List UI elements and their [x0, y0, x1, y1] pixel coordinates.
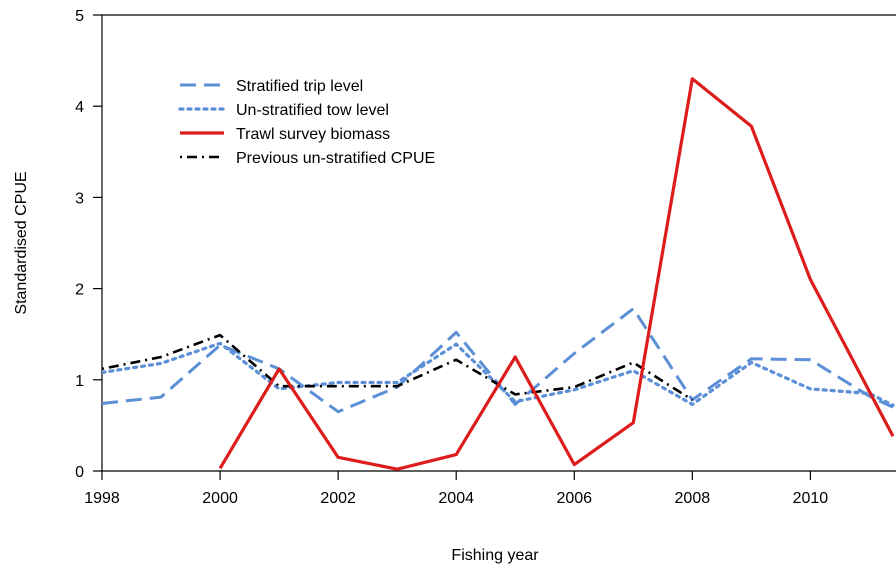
x-tick-label: 2006 [556, 490, 592, 507]
y-tick-label: 2 [75, 282, 84, 299]
x-axis-title: Fishing year [451, 547, 539, 564]
axes: 0 1 2 3 4 5 1998 2000 2002 2004 2006 2008 2010 [75, 8, 896, 507]
series-line-stratified-trip-level [102, 307, 894, 414]
x-tick-label: 2010 [793, 490, 829, 507]
legend-label: Un-stratified tow level [236, 102, 389, 119]
legend-label: Trawl survey biomass [236, 126, 390, 143]
x-tick-label: 1998 [84, 490, 120, 507]
series-line-previous-un-stratified-cpue [102, 333, 693, 401]
y-axis-title: Standardised CPUE [13, 171, 30, 314]
y-tick-label: 0 [75, 464, 84, 481]
y-tick-label: 1 [75, 373, 84, 390]
legend: Stratified trip level Un-stratified tow l… [178, 78, 435, 167]
x-tick-label: 2004 [438, 490, 474, 507]
series-line-un-stratified-tow-level [102, 341, 895, 407]
x-tick-label: 2002 [320, 490, 356, 507]
x-tick-label: 2000 [202, 490, 238, 507]
x-tick-label: 2008 [675, 490, 711, 507]
plot-frame [101, 14, 896, 472]
y-tick-label: 4 [75, 99, 84, 116]
legend-label: Previous un-stratified CPUE [236, 150, 435, 167]
y-tick-label: 3 [75, 190, 84, 207]
y-tick-label: 5 [75, 8, 84, 25]
legend-label: Stratified trip level [236, 78, 363, 95]
series-line-trawl-survey-biomass [218, 77, 895, 471]
plot-area [102, 77, 895, 471]
